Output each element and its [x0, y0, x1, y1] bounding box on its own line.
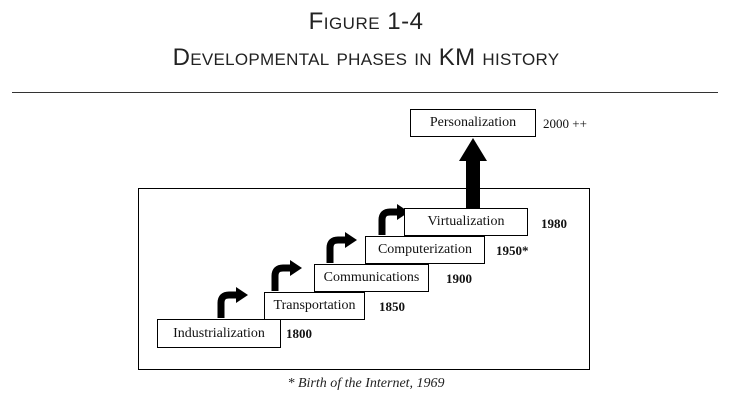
year-2000: 2000 ++: [543, 116, 587, 131]
year-1850: 1850: [379, 299, 405, 314]
phase-virtualization: Virtualization: [404, 208, 528, 236]
step-arrow-icon: [271, 264, 290, 291]
phases-frame: [138, 188, 590, 370]
phase-communications: Communications: [314, 264, 429, 292]
phase-computerization: Computerization: [365, 236, 485, 264]
phase-transportation: Transportation: [264, 292, 365, 320]
footnote: * Birth of the Internet, 1969: [287, 376, 445, 391]
title-divider: [12, 92, 718, 93]
year-1800: 1800: [286, 326, 312, 341]
phase-personalization: Personalization: [410, 109, 536, 137]
figure-title: Developmental phases in KM history: [172, 44, 560, 71]
figure-number: Figure 1-4: [308, 8, 424, 35]
phase-industrialization: Industrialization: [157, 319, 281, 348]
step-arrow-icon: [326, 236, 345, 263]
year-1900: 1900: [446, 271, 472, 286]
year-1980: 1980: [541, 216, 567, 231]
step-arrow-icon: [217, 291, 236, 318]
up-arrow-icon: [466, 160, 480, 208]
step-arrow-icon: [378, 208, 397, 235]
year-1950: 1950*: [496, 243, 529, 258]
